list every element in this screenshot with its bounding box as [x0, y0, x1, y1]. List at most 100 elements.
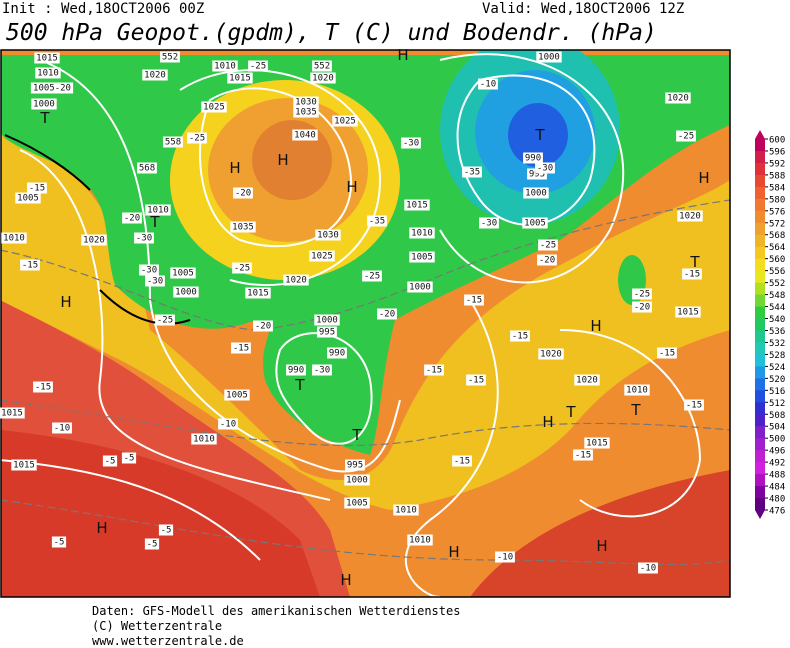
label-box — [527, 168, 547, 180]
legend-tick-label: 560 — [769, 255, 785, 265]
legend-tick-label: 552 — [769, 279, 785, 289]
color-band — [755, 426, 765, 439]
label-box — [33, 381, 53, 393]
isobar-label: 1015 — [36, 54, 58, 64]
isobar-label: 1010 — [147, 206, 169, 216]
temperature-label: -15 — [233, 344, 249, 354]
label-box — [314, 314, 340, 326]
legend-tick-label: 588 — [769, 171, 785, 181]
color-band — [755, 438, 765, 451]
temperature-label: -5 — [105, 457, 116, 467]
isobar-label: 1020 — [312, 74, 334, 84]
legend-tick-label: 576 — [769, 207, 785, 217]
label-box — [134, 232, 154, 244]
label-box — [218, 418, 238, 430]
label-box — [212, 60, 238, 72]
isobar-label: 552 — [162, 53, 178, 63]
isobar-label: 1000 — [525, 189, 547, 199]
temperature-label: -20 — [255, 322, 271, 332]
isobar-label: 1035 — [232, 223, 254, 233]
color-band — [755, 234, 765, 248]
isobar-label: 1010 — [626, 386, 648, 396]
color-band — [755, 498, 765, 511]
isobar-label: 1015 — [13, 461, 35, 471]
temperature-label: -15 — [426, 366, 442, 376]
label-box — [137, 162, 157, 174]
label-box — [34, 52, 60, 64]
isobar-label: 1000 — [316, 316, 338, 326]
label-box — [345, 459, 365, 471]
temperature-label: -35 — [369, 217, 385, 227]
map-field — [1, 50, 730, 597]
legend-tick-label: 564 — [769, 243, 785, 253]
color-band — [755, 354, 765, 367]
temperature-label: -15 — [659, 349, 675, 359]
isobar-label: 1030 — [295, 98, 317, 108]
label-box — [478, 78, 498, 90]
legend-tick-label: 488 — [769, 471, 785, 481]
legend-tick-label: 480 — [769, 495, 785, 505]
color-band — [755, 210, 765, 224]
label-box — [102, 455, 118, 467]
label-box — [362, 270, 382, 282]
temperature-label: -10 — [640, 564, 656, 574]
legend-tick-label: 524 — [769, 363, 785, 373]
temperature-label: -5 — [147, 540, 158, 550]
pressure-center: H — [698, 169, 709, 187]
label-box — [676, 130, 696, 142]
pressure-center: H — [448, 543, 459, 561]
isobar-label: 1025 — [334, 117, 356, 127]
label-box — [201, 101, 227, 113]
label-box — [684, 399, 704, 411]
isobar-label: 1005 — [524, 219, 546, 229]
isobar-label: 1000 — [175, 288, 197, 298]
label-box — [187, 132, 207, 144]
isobar-label: 1025 — [311, 252, 333, 262]
label-box — [424, 364, 444, 376]
isobar-label: 1005 — [411, 253, 433, 263]
isobar-label: 1020 — [679, 212, 701, 222]
isobar-label: 1005 — [17, 194, 39, 204]
label-box — [286, 364, 306, 376]
temperature-label: -25 — [250, 62, 266, 72]
temperature-label: -30 — [537, 164, 553, 174]
isobar-label: 1010 — [214, 62, 236, 72]
color-band — [755, 462, 765, 475]
label-box — [283, 274, 309, 286]
label-box — [248, 60, 268, 72]
temperature-label: -15 — [512, 332, 528, 342]
label-box — [173, 286, 199, 298]
temperature-label: -30 — [136, 234, 152, 244]
temperature-label: -20 — [379, 310, 395, 320]
pressure-center: T — [630, 401, 641, 419]
temperature-label: -10 — [480, 80, 496, 90]
temperature-label: -30 — [147, 277, 163, 287]
legend-tick-label: 536 — [769, 327, 785, 337]
legend-cap — [755, 130, 765, 139]
color-band — [755, 294, 765, 308]
label-box — [155, 314, 175, 326]
color-band — [755, 162, 765, 176]
label-box — [51, 536, 67, 548]
isobar-label: 1040 — [294, 131, 316, 141]
label-box — [466, 374, 486, 386]
footer-copyright: (C) Wetterzentrale — [92, 619, 222, 633]
label-box — [0, 407, 25, 419]
isobar-label: 1030 — [317, 231, 339, 241]
label-box — [452, 455, 472, 467]
label-box — [312, 364, 332, 376]
isobar-label: 1025 — [203, 103, 225, 113]
label-box — [160, 51, 180, 63]
color-band — [755, 306, 765, 320]
label-box — [191, 433, 217, 445]
label-box — [245, 287, 271, 299]
label-box — [495, 551, 515, 563]
footer-url: www.wetterzentrale.de — [92, 634, 244, 648]
label-box — [315, 229, 341, 241]
legend-tick-label: 548 — [769, 291, 785, 301]
label-box — [227, 72, 253, 84]
label-box — [122, 212, 142, 224]
label-box — [523, 152, 543, 164]
temperature-label: -15 — [575, 451, 591, 461]
label-box — [401, 137, 421, 149]
